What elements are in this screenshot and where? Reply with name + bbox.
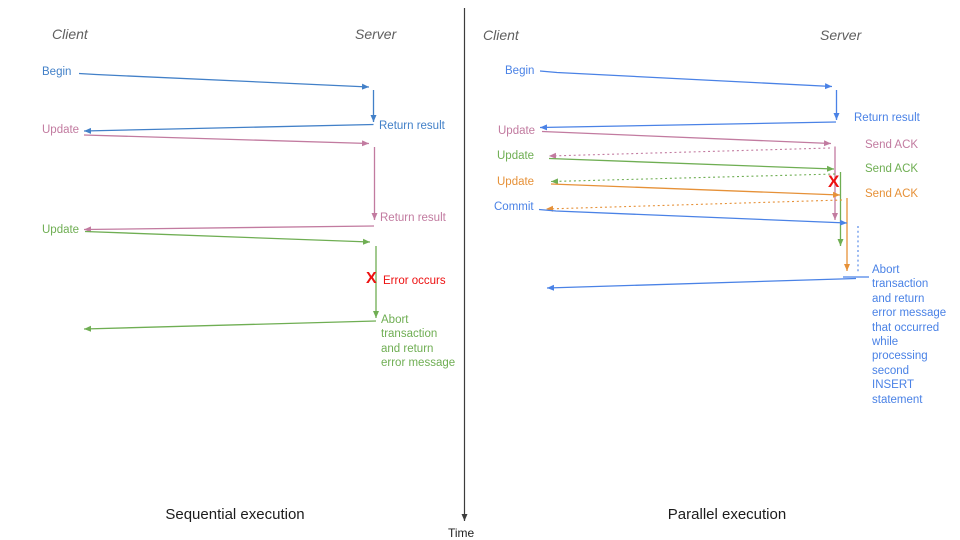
right-abort-return-arrow bbox=[546, 277, 857, 291]
time-axis-label: Time bbox=[448, 526, 475, 540]
right-abort-line: second bbox=[872, 364, 910, 377]
right-abort-line: INSERT bbox=[872, 379, 914, 392]
left-error-x-icon: X bbox=[366, 270, 377, 287]
right-abort-line: and return bbox=[872, 292, 925, 305]
right-return-result-label: Return result bbox=[854, 112, 920, 124]
left-return-result-2-arrow bbox=[83, 225, 375, 233]
right-abort-line: that occurred bbox=[872, 321, 940, 334]
right-update-1-request-arrow bbox=[541, 130, 832, 147]
right-client-header: Client bbox=[483, 27, 519, 43]
left-server-header: Server bbox=[355, 26, 397, 42]
right-commit-request-arrow bbox=[538, 208, 848, 226]
right-ack-2-arrow bbox=[550, 173, 836, 185]
left-abort-line: and return bbox=[381, 342, 434, 355]
left-abort-line: Abort bbox=[381, 314, 409, 326]
right-abort-message: Abort transaction and return error messa… bbox=[872, 263, 946, 407]
left-begin-request-arrow bbox=[78, 72, 370, 90]
right-begin-request-arrow bbox=[539, 70, 833, 90]
right-update-3-label: Update bbox=[497, 176, 535, 188]
right-panel-title: Parallel execution bbox=[667, 506, 787, 523]
left-client-header: Client bbox=[52, 26, 88, 42]
right-return-result-arrow bbox=[539, 121, 837, 131]
left-error-label: Error occurs bbox=[383, 275, 446, 287]
right-error-x-icon: X bbox=[828, 172, 840, 191]
left-begin-label: Begin bbox=[42, 66, 72, 78]
left-abort-line: transaction bbox=[381, 328, 438, 341]
right-ack-3-label: Send ACK bbox=[865, 188, 919, 200]
right-commit-label: Commit bbox=[494, 201, 534, 213]
right-update-2-request-arrow bbox=[548, 157, 835, 172]
left-update-2-label: Update bbox=[42, 224, 80, 236]
right-begin-label: Begin bbox=[505, 65, 535, 77]
right-abort-line: statement bbox=[872, 393, 923, 406]
right-update-1-label: Update bbox=[498, 125, 536, 137]
left-return-result-1-arrow bbox=[83, 123, 374, 134]
left-abort-message: Abort transaction and return error messa… bbox=[381, 313, 455, 371]
right-server-header: Server bbox=[820, 27, 862, 43]
right-abort-line: Abort bbox=[872, 264, 900, 276]
right-update-2-label: Update bbox=[497, 150, 535, 162]
left-return-result-2-label: Return result bbox=[380, 212, 446, 224]
left-abort-line: error message bbox=[381, 357, 456, 370]
left-panel-title: Sequential execution bbox=[165, 506, 305, 523]
right-abort-line: processing bbox=[872, 350, 928, 363]
left-update-1-request-arrow bbox=[83, 134, 370, 147]
right-ack-3-arrow bbox=[545, 199, 843, 212]
left-update-1-label: Update bbox=[42, 124, 80, 136]
right-abort-line: error message bbox=[872, 307, 947, 320]
right-abort-line: transaction bbox=[872, 278, 929, 291]
left-update-2-request-arrow bbox=[84, 230, 371, 245]
left-abort-return-arrow bbox=[83, 320, 377, 332]
right-ack-1-label: Send ACK bbox=[865, 139, 919, 151]
right-ack-2-label: Send ACK bbox=[865, 163, 919, 175]
right-ack-1-arrow bbox=[548, 147, 831, 159]
right-abort-line: while bbox=[872, 336, 899, 349]
right-update-3-request-arrow bbox=[550, 183, 841, 198]
left-return-result-1-label: Return result bbox=[379, 120, 445, 132]
